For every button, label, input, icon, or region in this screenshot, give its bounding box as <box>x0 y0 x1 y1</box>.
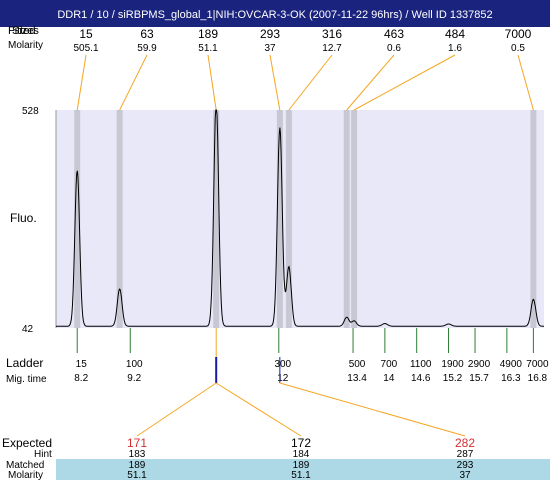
ladder-size-7: 2900 <box>468 359 491 370</box>
hint-label: Hint <box>34 449 52 460</box>
peak-band-4 <box>285 110 292 328</box>
ladder-size-3: 500 <box>349 359 366 370</box>
plot-area <box>56 110 544 328</box>
y-tick-bottom: 42 <box>22 324 34 335</box>
ladder-size-2: 300 <box>274 359 291 370</box>
peak-markers <box>136 328 466 437</box>
ladder-time-6: 15.2 <box>443 373 463 384</box>
ladder-time-8: 16.3 <box>501 373 521 384</box>
ladder-size-0: 15 <box>76 359 88 370</box>
ladder-ticks: 15 8.2 100 9.2 300 12 500 13.4 700 14 1100 14.6 1900… <box>74 328 549 384</box>
peak-molarity-3: 37 <box>264 43 276 54</box>
peak-size-2: 189 <box>198 27 218 41</box>
peak-band-2 <box>213 110 220 328</box>
sizes-label: Sizes <box>12 25 39 37</box>
peak-size-1: 63 <box>140 27 154 41</box>
peak-molarity-6: 1.6 <box>448 43 462 54</box>
callout-line-4 <box>288 54 333 111</box>
molarity-value-1: 51.1 <box>291 470 311 480</box>
ladder-time-2: 12 <box>277 373 289 384</box>
peak-size-0: 15 <box>79 27 93 41</box>
ladder-time-9: 16.8 <box>528 373 548 384</box>
molarity-value-0: 51.1 <box>127 470 147 480</box>
title-bar <box>0 0 550 27</box>
hint-value-0: 183 <box>129 449 146 460</box>
peak-molarity-2: 51.1 <box>198 43 218 54</box>
ladder-size-6: 1900 <box>441 359 464 370</box>
peak-band-1 <box>116 110 123 328</box>
peak-callout-lines <box>76 54 534 111</box>
peak-size-4: 316 <box>322 27 342 41</box>
callout-line-5 <box>346 54 395 111</box>
expected-value-0: 171 <box>127 436 147 450</box>
peak-molarity-0: 505.1 <box>73 43 98 54</box>
ladder-size-8: 4900 <box>500 359 523 370</box>
ladder-size-9: 7000 <box>526 359 549 370</box>
ladder-time-1: 9.2 <box>127 373 141 384</box>
ladder-time-3: 13.4 <box>347 373 367 384</box>
peak-size-7: 7000 <box>505 27 532 41</box>
peak-band-3 <box>276 110 283 328</box>
peak-molarity-5: 0.6 <box>387 43 401 54</box>
y-tick-top: 528 <box>22 106 39 117</box>
ladder-size-4: 700 <box>381 359 398 370</box>
callout-line-3 <box>269 54 281 111</box>
hint-value-1: 184 <box>293 449 310 460</box>
peak-molarity-1: 59.9 <box>137 43 157 54</box>
chart-title: DDR1 / 10 / siRBPMS_global_1|NIH:OVCAR-3… <box>57 9 492 21</box>
ladder-size-5: 1100 <box>410 359 432 370</box>
molarity-value-2: 37 <box>459 470 471 480</box>
matched-value-0: 189 <box>129 460 146 471</box>
ladder-time-0: 8.2 <box>74 373 88 384</box>
expected-label: Expected <box>2 436 52 450</box>
peak-header-values: 15 505.1 63 59.9 189 51.1 293 37 316 12.7 463 0.6 48… <box>73 27 531 54</box>
peak-size-3: 293 <box>260 27 280 41</box>
highlight-bands <box>74 110 537 328</box>
hint-value-2: 287 <box>457 449 474 460</box>
peak-size-5: 463 <box>384 27 404 41</box>
ladder-time-4: 14 <box>383 373 395 384</box>
ladder-time-7: 15.7 <box>469 373 489 384</box>
matched-label: Matched <box>6 460 44 471</box>
expected-link-1 <box>215 382 302 437</box>
peak-size-6: 484 <box>445 27 465 41</box>
ladder-size-1: 100 <box>126 359 143 370</box>
peak-band-6 <box>351 110 358 328</box>
matched-value-1: 189 <box>293 460 310 471</box>
migtime-label: Mig. time <box>6 374 47 385</box>
expected-link-2 <box>279 382 466 437</box>
expected-link-0 <box>136 382 217 437</box>
callout-line-2 <box>207 54 217 111</box>
expected-value-2: 282 <box>455 436 475 450</box>
callout-line-1 <box>119 54 148 111</box>
callout-line-7 <box>517 54 534 111</box>
peak-band-7 <box>530 110 537 328</box>
molarity-row-label: Molarity <box>8 470 43 480</box>
ladder-time-5: 14.6 <box>411 373 431 384</box>
peak-band-0 <box>74 110 81 328</box>
y-axis-label: Fluo. <box>10 211 37 225</box>
peak-band-5 <box>343 110 350 328</box>
molarity-header-label: Molarity <box>8 40 43 51</box>
callout-line-6 <box>353 54 456 111</box>
peak-molarity-7: 0.5 <box>511 43 525 54</box>
matched-value-2: 293 <box>457 460 474 471</box>
expected-value-1: 172 <box>291 436 311 450</box>
fluorescence-trace <box>56 109 544 327</box>
ladder-label: Ladder <box>6 356 43 370</box>
matched-row-bg <box>56 459 550 480</box>
peak-molarity-4: 12.7 <box>322 43 342 54</box>
callout-line-0 <box>76 54 87 111</box>
fitted-label: Fitted <box>8 25 36 37</box>
